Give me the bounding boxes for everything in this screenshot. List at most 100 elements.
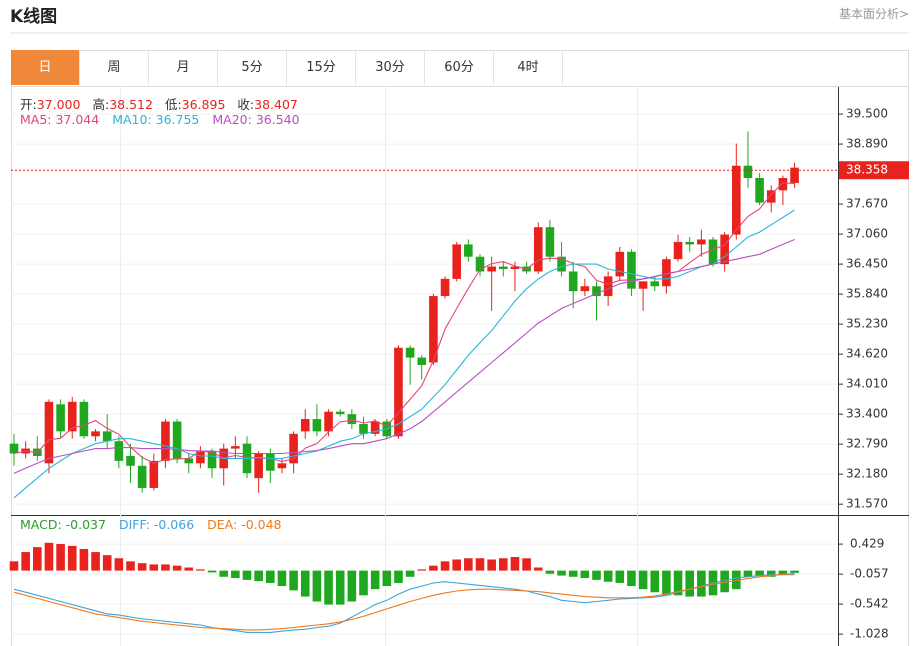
macd-bar xyxy=(149,564,159,571)
macd-bar xyxy=(638,570,648,590)
ma-line xyxy=(13,238,795,474)
candle-body xyxy=(277,463,287,469)
macd-bar xyxy=(580,570,590,579)
macd-bar xyxy=(9,561,19,571)
candle-body xyxy=(755,178,764,203)
macd-bar xyxy=(312,570,322,602)
candle-body xyxy=(394,347,403,437)
macd-bar xyxy=(673,570,683,596)
candle-body xyxy=(172,421,182,459)
macd-bar xyxy=(778,570,788,575)
fundamentals-link[interactable]: 基本面分析> xyxy=(838,7,909,21)
macd-bar xyxy=(615,570,625,583)
macd-bar xyxy=(79,548,89,571)
y-tick-label: 34.010 xyxy=(846,377,888,391)
candle-body xyxy=(440,278,450,297)
macd-bar xyxy=(231,570,240,579)
candle-body xyxy=(720,234,729,265)
candle-body xyxy=(266,453,275,471)
period-tab[interactable]: 60分 xyxy=(425,50,494,85)
y-tick-label: 38.890 xyxy=(846,137,888,151)
candle-body xyxy=(347,414,357,424)
candle-body xyxy=(545,227,555,257)
candle-body xyxy=(766,190,776,203)
candle-body xyxy=(685,241,694,245)
macd-bar xyxy=(347,570,357,602)
macd-bar xyxy=(300,570,310,597)
candle-body xyxy=(405,347,415,358)
candle-body xyxy=(324,411,333,432)
period-tab[interactable]: 30分 xyxy=(356,50,425,85)
macd-bar xyxy=(545,570,555,574)
macd-legend-item: MACD: -0.037 xyxy=(20,517,106,532)
candle-body xyxy=(91,431,100,437)
macd-bar xyxy=(33,547,42,571)
macd-bar xyxy=(56,544,65,571)
candle-body xyxy=(708,239,718,265)
macd-legend: MACD: -0.037 DIFF: -0.066 DEA: -0.048 xyxy=(20,517,282,532)
period-tabs: 日周月 5分 15分 30分 60分 4时 xyxy=(11,50,563,85)
macd-bar xyxy=(417,569,427,571)
candle-body xyxy=(67,401,77,432)
ma-legend-item: MA5: 37.044 xyxy=(20,112,100,127)
macd-bar xyxy=(114,558,124,571)
macd-bar xyxy=(568,570,578,577)
period-tab[interactable]: 15分 xyxy=(287,50,356,85)
y-tick-label: 31.570 xyxy=(846,497,888,511)
info-label: 高: xyxy=(92,97,110,112)
candle-body xyxy=(499,266,508,270)
period-tab[interactable]: 月 xyxy=(149,50,218,85)
candle-body xyxy=(533,227,543,272)
candle-body xyxy=(196,451,205,464)
macd-bar xyxy=(44,542,54,571)
candle-body xyxy=(102,431,112,442)
macd-bar xyxy=(720,570,729,593)
macd-bar xyxy=(382,570,392,587)
candle-body xyxy=(743,165,753,179)
info-label: 低: xyxy=(164,97,182,112)
macd-bar xyxy=(592,570,601,580)
macd-bar xyxy=(219,570,228,577)
candle-body xyxy=(126,455,135,466)
candle-body xyxy=(44,401,54,464)
y-tick-label: 32.180 xyxy=(846,467,888,481)
candle-body xyxy=(254,453,263,479)
period-tab[interactable]: 周 xyxy=(80,50,149,85)
candle-body xyxy=(429,296,438,363)
macd-bar xyxy=(370,570,380,590)
candle-body xyxy=(231,446,240,449)
ohlc-info: 开:37.000 高:38.512 低:36.895 收:38.407 xyxy=(20,94,298,113)
macd-legend-item: DIFF: -0.066 xyxy=(118,517,195,532)
info-value: 38.407 xyxy=(254,97,298,112)
macd-bar xyxy=(522,558,531,571)
period-tab[interactable]: 4时 xyxy=(494,50,563,85)
candle-body xyxy=(627,251,636,289)
candle-body xyxy=(184,458,194,464)
macd-bar xyxy=(533,567,543,571)
macd-bar xyxy=(790,570,799,573)
macd-tick-label: 0.429 xyxy=(850,537,884,551)
period-tab[interactable]: 日 xyxy=(11,50,80,85)
info-value: 38.512 xyxy=(109,97,153,112)
macd-bar xyxy=(603,570,613,582)
period-tab[interactable]: 5分 xyxy=(218,50,287,85)
candle-body xyxy=(207,451,217,469)
y-tick-label: 39.500 xyxy=(846,107,888,121)
candle-body xyxy=(312,419,322,432)
y-tick-label: 33.400 xyxy=(846,407,888,421)
y-tick-label: 34.620 xyxy=(846,347,888,361)
candle-body xyxy=(149,460,159,488)
candle-body xyxy=(300,419,310,432)
macd-line xyxy=(13,573,795,631)
macd-bar xyxy=(627,570,636,587)
y-tick-label: 37.060 xyxy=(846,227,888,241)
macd-bar xyxy=(487,559,496,571)
info-item: 高:38.512 xyxy=(92,94,152,113)
candle-body xyxy=(638,281,648,289)
candle-body xyxy=(592,286,601,297)
macd-bar xyxy=(277,570,287,587)
candle-body xyxy=(673,241,683,260)
candle-body xyxy=(615,251,625,277)
candle-body xyxy=(359,423,368,434)
candle-body xyxy=(487,266,496,272)
